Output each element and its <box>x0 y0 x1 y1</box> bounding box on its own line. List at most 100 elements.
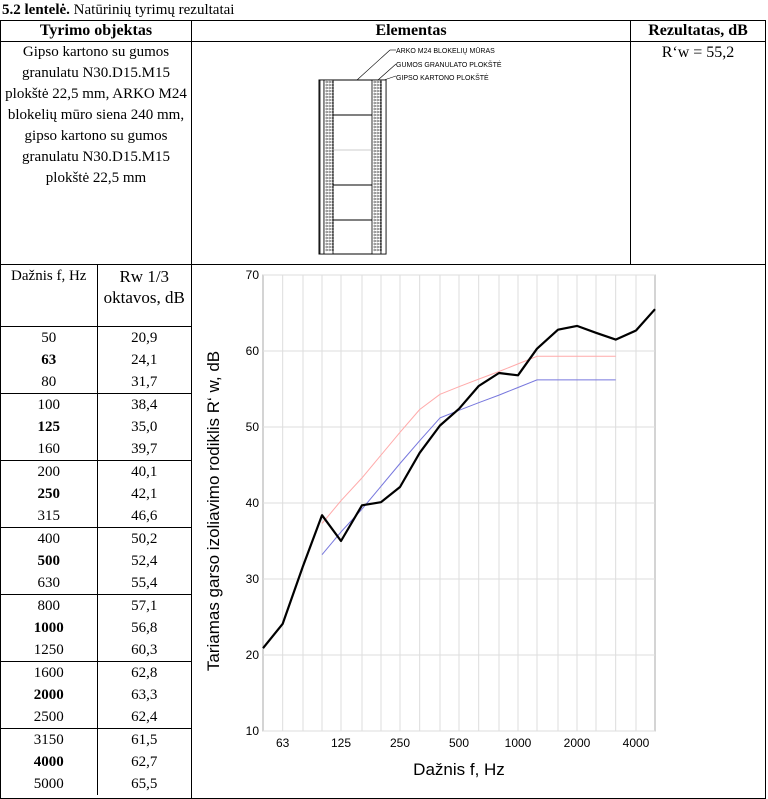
rw-value: 62,7 <box>97 751 191 773</box>
frequency-value: 2000 <box>1 684 97 706</box>
rw-value: 42,1 <box>97 483 191 505</box>
object-description: Gipso kartono su gumos granulatu N30.D15… <box>1 42 192 265</box>
frequency-value: 50 <box>1 327 97 350</box>
y-tick-label: 10 <box>246 724 260 738</box>
x-tick-label: 250 <box>390 736 410 750</box>
y-tick-label: 60 <box>246 344 260 358</box>
frequency-value: 800 <box>1 595 97 618</box>
frequency-value: 2500 <box>1 706 97 729</box>
header-result: Rezultatas, dB <box>631 21 766 42</box>
wall-section-diagram: ARKO M24 BLOKELIŲ MŪRAS GUMOS GRANULATO … <box>192 42 629 259</box>
rw-value: 57,1 <box>97 595 191 618</box>
header-element: Elementas <box>192 21 631 42</box>
frequency-value: 3150 <box>1 729 97 752</box>
rw-value: 60,3 <box>97 639 191 662</box>
frequency-value: 160 <box>1 438 97 461</box>
element-diagram-cell: ARKO M24 BLOKELIŲ MŪRAS GUMOS GRANULATO … <box>192 42 631 265</box>
chart-cell: 10 20 30 40 50 60 70 63 125 250 500 1000 2000 4000 Daž… <box>192 265 766 799</box>
y-tick-label: 40 <box>246 496 260 510</box>
rw-value: 56,8 <box>97 617 191 639</box>
x-tick-label: 1000 <box>505 736 532 750</box>
table-caption: 5.2 lentelė. Natūrinių tyrimų rezultatai <box>2 0 234 20</box>
x-axis-title: Dažnis f, Hz <box>413 760 505 779</box>
frequency-value: 1000 <box>1 617 97 639</box>
frequency-value: 80 <box>1 371 97 394</box>
y-tick-label: 70 <box>246 268 260 282</box>
frequency-value: 315 <box>1 505 97 528</box>
rw-value: 62,4 <box>97 706 191 729</box>
rw-value: 55,4 <box>97 572 191 595</box>
result-value: R‘w = 55,2 <box>631 42 766 265</box>
col-header-frequency: Dažnis f, Hz <box>1 265 97 327</box>
label-block-masonry: ARKO M24 BLOKELIŲ MŪRAS <box>396 47 495 55</box>
frequency-value: 400 <box>1 528 97 551</box>
frequency-value: 1250 <box>1 639 97 662</box>
label-gypsum-board: GIPSO KARTONO PLOKŠTĖ <box>396 73 489 82</box>
y-axis-title: Tariamas garso izoliavimo rodiklis R‘ w,… <box>204 351 223 671</box>
frequency-value: 125 <box>1 416 97 438</box>
x-tick-label: 4000 <box>623 736 650 750</box>
rw-value: 61,5 <box>97 729 191 752</box>
left-gypsum-board <box>320 80 324 254</box>
frequency-value: 100 <box>1 394 97 417</box>
frequency-value: 630 <box>1 572 97 595</box>
frequency-value: 4000 <box>1 751 97 773</box>
frequency-value: 250 <box>1 483 97 505</box>
col-header-rw: Rw 1/3 oktavos, dB <box>97 265 191 327</box>
rw-value: 50,2 <box>97 528 191 551</box>
x-tick-label: 63 <box>276 736 290 750</box>
frequency-value: 500 <box>1 550 97 572</box>
rw-value: 52,4 <box>97 550 191 572</box>
rw-value: 62,8 <box>97 662 191 685</box>
caption-text: Natūrinių tyrimų rezultatai <box>70 2 235 18</box>
results-table: Tyrimo objektas Elementas Rezultatas, dB… <box>0 20 766 799</box>
y-tick-label: 30 <box>246 572 260 586</box>
rw-value: 38,4 <box>97 394 191 417</box>
x-tick-label: 125 <box>331 736 351 750</box>
frequency-value: 63 <box>1 349 97 371</box>
frequency-value: 200 <box>1 461 97 484</box>
label-rubber-board: GUMOS GRANULATO PLOKŠTĖ <box>396 60 502 69</box>
x-tick-label: 500 <box>449 736 469 750</box>
y-tick-label: 20 <box>246 648 260 662</box>
rw-value: 20,9 <box>97 327 191 350</box>
rw-value: 63,3 <box>97 684 191 706</box>
rw-value: 46,6 <box>97 505 191 528</box>
rw-value: 35,0 <box>97 416 191 438</box>
y-tick-label: 50 <box>246 420 260 434</box>
rw-value: 31,7 <box>97 371 191 394</box>
x-tick-label: 2000 <box>564 736 591 750</box>
rw-value: 24,1 <box>97 349 191 371</box>
frequency-value: 1600 <box>1 662 97 685</box>
sound-insulation-chart: 10 20 30 40 50 60 70 63 125 250 500 1000 2000 4000 Daž… <box>192 265 765 793</box>
rw-value: 65,5 <box>97 773 191 795</box>
caption-number: 5.2 lentelė. <box>2 2 70 18</box>
rw-value: 40,1 <box>97 461 191 484</box>
rw-value: 39,7 <box>97 438 191 461</box>
header-object: Tyrimo objektas <box>1 21 192 42</box>
frequency-value: 5000 <box>1 773 97 795</box>
